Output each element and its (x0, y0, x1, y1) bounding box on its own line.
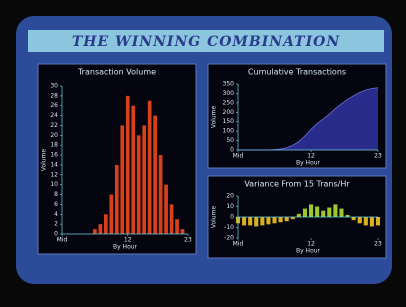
x-axis-label: By Hour (296, 160, 321, 167)
bar (376, 217, 380, 225)
bar (260, 217, 264, 225)
bar (181, 229, 185, 234)
x-tick-label: 12 (307, 153, 315, 160)
bar (137, 135, 141, 234)
y-tick-label: 200 (223, 109, 235, 116)
bar (99, 224, 103, 234)
bar (164, 185, 168, 234)
bar (242, 217, 246, 225)
bar (148, 101, 152, 234)
bar (297, 214, 301, 217)
y-tick-label: 16 (50, 152, 58, 159)
y-axis-label: Volume (211, 206, 218, 229)
bar (370, 217, 374, 226)
bar (104, 214, 108, 234)
bar (142, 125, 146, 234)
x-axis-label: By Hour (113, 244, 138, 251)
bar (254, 217, 258, 226)
y-tick-label: 0 (230, 214, 234, 221)
y-tick-label: 100 (223, 128, 235, 135)
y-tick-label: 18 (50, 142, 58, 149)
y-tick-label: 22 (50, 122, 58, 129)
y-tick-label: 10 (50, 181, 58, 188)
y-axis-label: Volume (211, 106, 218, 129)
bar (364, 217, 368, 225)
x-tick-label: Mid (233, 241, 244, 248)
bar (266, 217, 270, 224)
y-tick-label: 150 (223, 118, 235, 125)
banner-title: THE WINNING COMBINATION (72, 34, 341, 50)
y-tick-label: 6 (54, 201, 58, 208)
y-tick-label: 8 (54, 191, 58, 198)
bar (327, 208, 331, 217)
chart-title: Variance From 15 Trans/Hr (244, 180, 350, 189)
y-tick-label: 14 (50, 161, 58, 168)
y-tick-label: 12 (50, 171, 58, 178)
y-tick-label: 26 (50, 102, 58, 109)
bar (120, 125, 124, 234)
bar (170, 204, 174, 234)
x-tick-label: 23 (374, 241, 382, 248)
bar (126, 96, 130, 234)
bar (153, 116, 157, 234)
bar (272, 217, 276, 223)
y-tick-label: 20 (226, 193, 234, 200)
bar (248, 217, 252, 225)
bar (352, 217, 356, 220)
bar (358, 217, 362, 223)
y-tick-label: 20 (50, 132, 58, 139)
bar (285, 217, 289, 221)
bar (333, 204, 337, 217)
y-tick-label: 10 (226, 203, 234, 210)
y-tick-label: 28 (50, 92, 58, 99)
x-tick-label: Mid (57, 237, 68, 244)
y-tick-label: 350 (223, 81, 235, 88)
x-tick-label: 23 (374, 153, 382, 160)
bar (93, 229, 97, 234)
y-tick-label: 4 (54, 211, 58, 218)
bar (303, 209, 307, 217)
chart-title: Transaction Volume (77, 68, 156, 77)
x-tick-label: Mid (233, 153, 244, 160)
monitor: THE WINNING COMBINATION Transaction Volu… (0, 0, 406, 307)
bar (131, 106, 135, 234)
bar (339, 209, 343, 217)
y-tick-label: 2 (54, 221, 58, 228)
bar (159, 155, 163, 234)
bar (175, 219, 179, 234)
y-tick-label: 50 (226, 137, 234, 144)
bar (315, 207, 319, 218)
x-tick-label: 12 (307, 241, 315, 248)
bar (279, 217, 283, 222)
x-tick-label: 23 (184, 237, 192, 244)
x-axis-label: By Hour (296, 248, 321, 255)
x-tick-label: 12 (124, 237, 132, 244)
bar (321, 211, 325, 217)
bar (109, 195, 113, 234)
y-tick-label: -10 (224, 224, 234, 231)
bar (115, 165, 119, 234)
chart-title: Cumulative Transactions (248, 68, 346, 77)
bar (309, 204, 313, 217)
y-tick-label: 300 (223, 90, 235, 97)
y-tick-label: 30 (50, 83, 58, 90)
y-tick-label: 24 (50, 112, 58, 119)
y-axis-label: Volume (41, 149, 48, 172)
y-tick-label: 250 (223, 99, 235, 106)
